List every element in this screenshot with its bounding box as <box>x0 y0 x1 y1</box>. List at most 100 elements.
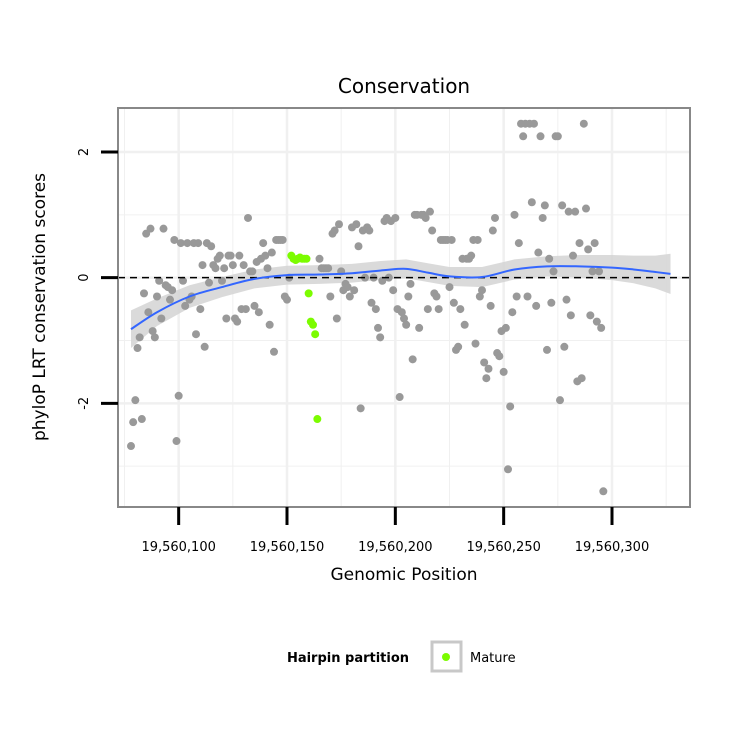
point-other <box>560 342 569 351</box>
point-other <box>228 261 237 270</box>
point-other <box>261 251 270 260</box>
point-other <box>166 295 174 304</box>
point-other <box>478 286 486 295</box>
point-other <box>460 320 469 329</box>
point-other <box>571 207 580 216</box>
point-other <box>378 276 387 285</box>
x-tick-label: 19,560,150 <box>250 540 324 555</box>
point-other <box>181 301 190 310</box>
point-other <box>536 132 545 141</box>
point-other <box>523 292 532 301</box>
point-other <box>137 415 146 424</box>
point-other <box>133 344 142 353</box>
point-other <box>562 295 571 304</box>
point-other <box>508 308 517 317</box>
point-other <box>278 235 287 244</box>
point-other <box>484 364 493 373</box>
point-other <box>499 367 508 376</box>
point-other <box>402 320 411 329</box>
point-other <box>575 239 584 248</box>
point-other <box>480 358 489 367</box>
point-other <box>504 465 512 474</box>
point-other <box>254 308 263 317</box>
point-other <box>198 261 207 270</box>
point-other <box>434 305 443 314</box>
point-other <box>454 342 463 351</box>
point-other <box>194 239 203 248</box>
point-other <box>131 396 140 405</box>
point-other <box>135 333 144 342</box>
point-other <box>395 393 404 402</box>
point-other <box>527 198 536 207</box>
point-other <box>265 320 274 329</box>
point-other <box>326 292 335 301</box>
point-other <box>582 204 590 213</box>
point-other <box>415 323 424 332</box>
point-other <box>376 333 385 342</box>
point-other <box>176 239 185 248</box>
point-other <box>432 292 441 301</box>
point-other <box>449 298 458 307</box>
point-other <box>259 239 268 248</box>
point-mature <box>311 330 320 339</box>
point-other <box>354 242 363 251</box>
legend-title: Hairpin partition <box>287 651 409 666</box>
point-other <box>391 213 400 222</box>
legend: Hairpin partition Mature <box>287 640 516 673</box>
point-other <box>400 314 408 323</box>
point-other <box>153 292 161 301</box>
point-other <box>241 305 250 314</box>
point-other <box>491 213 499 222</box>
point-other <box>595 267 603 276</box>
point-other <box>226 251 235 260</box>
point-other <box>471 339 480 348</box>
point-other <box>174 391 183 400</box>
point-other <box>192 330 200 339</box>
point-other <box>473 235 482 244</box>
point-other <box>547 298 556 307</box>
point-other <box>486 301 495 310</box>
point-other <box>367 298 376 307</box>
y-tick-label: -2 <box>77 397 92 410</box>
point-other <box>222 314 231 323</box>
point-other <box>157 314 166 323</box>
x-tick-label: 19,560,200 <box>358 540 432 555</box>
chart-title: Conservation <box>338 74 470 98</box>
point-other <box>599 487 608 496</box>
point-other <box>129 418 138 427</box>
point-other <box>566 311 575 320</box>
point-other <box>423 305 432 314</box>
point-other <box>549 267 558 276</box>
point-other <box>365 226 374 235</box>
point-mature <box>304 289 313 298</box>
point-other <box>250 301 259 310</box>
plot-panel-background <box>118 108 690 507</box>
point-other <box>488 226 497 235</box>
point-other <box>501 323 510 332</box>
point-other <box>179 276 187 285</box>
point-other <box>534 248 543 257</box>
point-other <box>155 276 164 285</box>
point-other <box>220 264 229 273</box>
point-other <box>343 283 352 292</box>
point-mature <box>309 320 317 329</box>
point-other <box>597 323 606 332</box>
point-other <box>495 352 504 361</box>
point-other <box>267 248 276 257</box>
point-other <box>579 119 588 128</box>
point-other <box>421 213 430 222</box>
point-other <box>530 119 538 128</box>
point-other <box>239 261 248 270</box>
point-other <box>168 286 177 295</box>
point-other <box>426 207 434 216</box>
point-other <box>332 314 341 323</box>
point-other <box>144 308 153 317</box>
point-other <box>553 132 562 141</box>
point-other <box>127 442 135 451</box>
point-other <box>577 374 586 383</box>
point-other <box>248 267 257 276</box>
point-other <box>150 333 159 342</box>
point-other <box>506 402 515 411</box>
point-other <box>196 305 205 314</box>
